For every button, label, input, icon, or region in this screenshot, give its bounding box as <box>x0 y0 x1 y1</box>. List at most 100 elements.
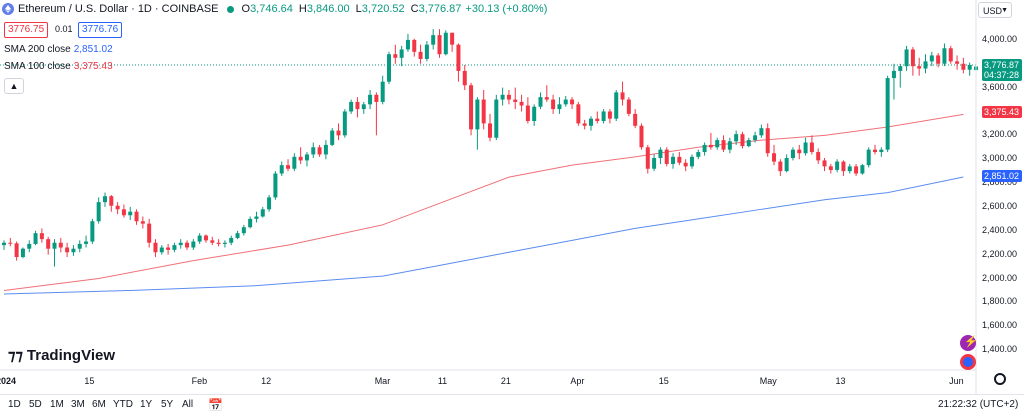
y-tick-label: 1,600.00 <box>982 320 1018 331</box>
candle-body <box>721 140 726 150</box>
y-tick-label: 2,200.00 <box>982 248 1018 259</box>
ohlc-close: 3,776.87 <box>418 3 462 15</box>
candle-body <box>936 55 941 64</box>
sma200-value: 2,851.02 <box>73 44 113 55</box>
candle-body <box>65 247 70 253</box>
timeframe-1y[interactable]: 1Y <box>140 399 153 410</box>
timeframe-ytd[interactable]: YTD <box>113 399 133 410</box>
candle-body <box>121 209 126 216</box>
candle-body <box>696 152 701 157</box>
candle-body <box>298 156 303 161</box>
candle-body <box>967 64 972 70</box>
candle-body <box>203 235 208 241</box>
currency-select[interactable]: USD ▼ <box>978 2 1012 18</box>
collapse-legend-button[interactable]: ▲ <box>4 78 24 94</box>
tradingview-logo[interactable]: ⁊⁊ TradingView <box>8 346 115 365</box>
ohlc-low-label: L <box>355 3 362 15</box>
clock[interactable]: 21:22:32 (UTC+2) <box>938 399 1019 410</box>
candle-body <box>784 158 789 172</box>
timeframe-3m[interactable]: 3M <box>71 399 85 410</box>
candle-body <box>166 247 171 250</box>
flag-icon[interactable] <box>960 354 976 370</box>
candle-body <box>588 118 593 126</box>
candle-body <box>267 197 272 210</box>
timeframe-5y[interactable]: 5Y <box>161 399 174 410</box>
candle-body <box>866 149 871 166</box>
bottom-toolbar: 1D 5D 1M 3M 6M YTD 1Y 5Y All 📅 21:22:32 (UTC+2) <box>0 394 1024 414</box>
candle-body <box>84 241 89 244</box>
candle-body <box>330 130 335 145</box>
candle-body <box>481 99 486 124</box>
y-tick-label: 2,400.00 <box>982 224 1018 235</box>
candle-body <box>8 242 13 244</box>
candle-body <box>424 44 429 59</box>
candle-body <box>639 125 644 148</box>
x-tick-label: Feb <box>191 376 208 386</box>
candle-body <box>96 202 101 222</box>
candle-body <box>790 149 795 159</box>
x-tick-label: 11 <box>437 376 448 386</box>
timeframe-6m[interactable]: 6M <box>92 399 106 410</box>
candle-body <box>222 242 227 244</box>
candle-body <box>241 227 246 234</box>
candle-body <box>538 97 543 107</box>
candle-body <box>336 130 341 136</box>
timeframe-1d[interactable]: 1D <box>8 399 21 410</box>
candles-layer <box>2 29 978 267</box>
candle-body <box>437 35 442 55</box>
candle-body <box>115 205 120 210</box>
lightning-icon[interactable]: ⚡ <box>960 335 978 351</box>
candle-body <box>929 55 934 62</box>
candle-body <box>500 94 505 100</box>
candle-body <box>469 85 474 130</box>
ohlc-open: 3,746.64 <box>250 3 293 15</box>
price-chart[interactable] <box>0 0 1024 394</box>
candle-body <box>873 149 878 153</box>
candle-body <box>923 61 928 69</box>
ohlc-open-label: O <box>241 3 251 15</box>
candle-body <box>185 242 190 248</box>
buy-price-button[interactable]: 3776.76 <box>78 22 123 38</box>
x-tick-label: Apr <box>570 376 585 386</box>
candle-body <box>412 39 417 52</box>
candle-body <box>311 147 316 155</box>
date-range-icon[interactable]: 📅 <box>208 398 223 412</box>
candle-body <box>210 240 215 243</box>
candle-body <box>191 241 196 248</box>
symbol-title[interactable]: Ethereum / U.S. Dollar · 1D · COINBASE <box>18 3 219 15</box>
settings-gear-icon[interactable] <box>994 373 1006 385</box>
candle-body <box>46 239 51 249</box>
candle-body <box>860 165 865 174</box>
timeframe-1m[interactable]: 1M <box>50 399 64 410</box>
y-tick-label: 3,000.00 <box>982 153 1018 164</box>
candle-body <box>671 156 676 164</box>
candle-body <box>506 94 511 100</box>
sell-price-button[interactable]: 3776.75 <box>4 22 49 38</box>
candle-body <box>14 243 19 258</box>
candle-body <box>20 248 25 258</box>
sma200-legend[interactable]: SMA 200 close 2,851.02 <box>4 44 113 55</box>
candle-body <box>349 101 354 112</box>
candle-body <box>197 235 202 242</box>
spread-value: 0.01 <box>55 24 73 34</box>
ohlc-close-label: C <box>410 3 419 15</box>
timeframe-all[interactable]: All <box>182 399 194 410</box>
ethereum-icon <box>2 3 14 15</box>
candle-body <box>380 81 385 102</box>
ohlc-high: 3,846.00 <box>306 3 350 15</box>
candle-body <box>658 149 663 159</box>
x-tick-label: 12 <box>261 376 272 386</box>
candle-body <box>689 156 694 167</box>
candle-body <box>841 161 846 172</box>
chevron-down-icon: ▼ <box>1001 7 1008 14</box>
sma100-legend[interactable]: SMA 100 close 3,375.43 <box>4 61 113 72</box>
candle-body <box>715 140 720 148</box>
candle-body <box>260 209 265 217</box>
candle-body <box>450 32 455 45</box>
candle-body <box>740 134 745 147</box>
currency-label: USD <box>983 6 1003 16</box>
timeframe-5d[interactable]: 5D <box>29 399 42 410</box>
candle-body <box>90 221 95 242</box>
y-tick-label: 2,000.00 <box>982 272 1018 283</box>
candle-body <box>961 63 966 70</box>
